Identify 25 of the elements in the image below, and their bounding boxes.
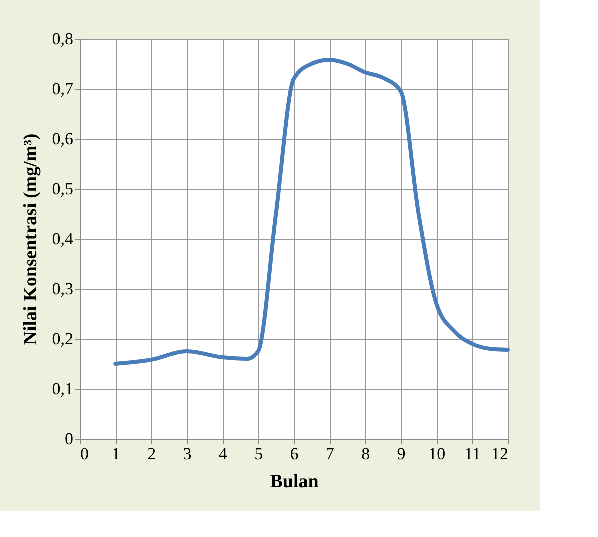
x-tick-label: 6	[290, 444, 299, 464]
y-tick-label: 0,7	[52, 80, 74, 98]
x-tick-label: 1	[112, 444, 120, 464]
y-tick-label: 0,5	[52, 180, 74, 198]
x-tick-label: 3	[183, 444, 192, 464]
y-axis-title: Nilai Konsentrasi (mg/m³)	[20, 134, 42, 346]
x-tick-label: 12	[492, 444, 508, 464]
y-tick-label: 0	[65, 430, 74, 448]
y-tick-label: 0,2	[52, 330, 74, 348]
x-tick-label: 8	[362, 444, 370, 464]
y-tick-label: 0,8	[52, 30, 74, 48]
x-tick-label: 7	[326, 444, 335, 464]
x-tick-label: 10	[428, 444, 446, 464]
line-series	[114, 58, 510, 366]
x-tick-label: 11	[464, 444, 482, 464]
y-tick-label: 0,4	[52, 230, 74, 248]
x-tick-label: 4	[218, 444, 228, 464]
x-tick-label: 2	[148, 444, 156, 464]
x-axis-title: Bulan	[270, 472, 320, 492]
y-tick-label: 0,6	[52, 130, 74, 148]
x-tick-label: 5	[254, 444, 264, 464]
y-tick-label: 0,1	[52, 380, 74, 398]
y-tick-label: 0,3	[52, 280, 74, 298]
x-tick-label: 0	[80, 444, 89, 464]
x-tick-label: 9	[397, 444, 406, 464]
